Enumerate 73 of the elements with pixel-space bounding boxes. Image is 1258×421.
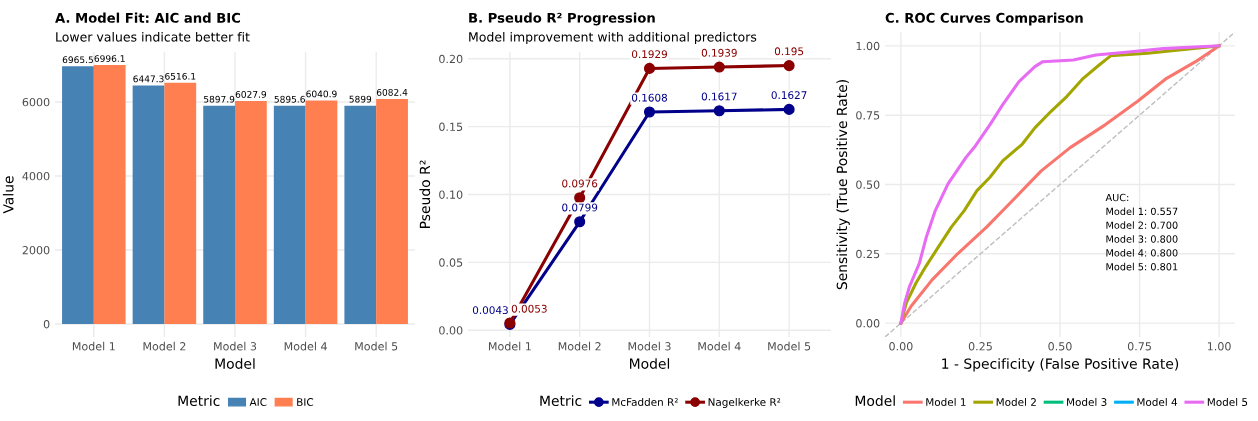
legend-label: BIC	[297, 398, 314, 406]
legend-label: McFadden R²	[612, 397, 678, 406]
y-tick-label: 0.25	[856, 249, 880, 259]
chart-title: A. Model Fit: AIC and BIC	[55, 12, 241, 23]
y-tick-label: 0.00	[856, 319, 880, 328]
y-tick-label: 4000	[22, 171, 50, 181]
x-tick-label: Model 4	[284, 341, 327, 351]
data-label: 5895.6	[274, 95, 305, 103]
data-label: 0.0043	[472, 306, 508, 315]
legend-title: Metric	[540, 395, 582, 407]
data-label: 0.195	[774, 47, 804, 56]
x-tick-label: Model 1	[488, 341, 531, 351]
y-axis-title: Sensitivity (True Positive Rate)	[836, 80, 850, 290]
chart-title: B. Pseudo R² Progression	[469, 12, 655, 26]
y-tick-label: 0.15	[439, 122, 463, 132]
data-label: 0.1627	[771, 91, 807, 100]
chart-subtitle: Model improvement with additional predictors	[469, 31, 757, 45]
x-axis-title: 1 - Specificity (False Positive Rate)	[942, 358, 1179, 372]
x-axis-title: Model	[630, 358, 670, 369]
data-label: 6040.9	[306, 90, 337, 98]
y-tick-label: 0.20	[439, 54, 463, 64]
x-tick-label: 0.50	[1048, 342, 1072, 351]
y-tick-label: 0	[43, 320, 50, 329]
x-tick-label: 0.75	[1127, 342, 1151, 351]
legend-label: Nagelkerke R²	[708, 397, 781, 408]
x-tick-label: Model 1	[72, 341, 115, 351]
legend-label: Model 4	[1137, 397, 1178, 406]
chart-title: C. ROC Curves Comparison	[885, 12, 1083, 26]
legend-label: Model 5	[1207, 397, 1248, 406]
data-label: 6516.1	[165, 72, 196, 80]
x-tick-label: 0.25	[968, 342, 992, 351]
y-axis-title: Pseudo R²	[419, 160, 431, 228]
data-label: 6965.5	[62, 56, 93, 64]
y-tick-label: 0.00	[439, 326, 463, 335]
data-label: 6082.4	[376, 88, 408, 96]
chart-subtitle: Lower values indicate better fit	[56, 31, 250, 42]
x-tick-label: Model 2	[143, 341, 186, 351]
x-tick-label: Model 5	[768, 341, 811, 351]
data-label: 0.1929	[631, 50, 667, 59]
data-label: 0.1939	[701, 48, 737, 57]
x-tick-label: Model 3	[628, 341, 671, 351]
legend-label: Model 3	[1067, 397, 1107, 406]
data-label: 0.1617	[701, 92, 737, 101]
data-label: 0.0799	[562, 203, 598, 212]
y-axis-title: Value	[2, 176, 14, 214]
legend-label: AIC	[249, 398, 267, 406]
legend-label: Model 1	[926, 397, 966, 406]
y-tick-label: 6000	[22, 97, 50, 107]
x-tick-label: 1.00	[1207, 342, 1231, 351]
data-label: 6996.1	[94, 55, 125, 62]
y-tick-label: 0.05	[439, 258, 463, 267]
data-label: 6027.9	[235, 90, 267, 98]
data-label: 0.1608	[631, 93, 668, 102]
x-tick-label: Model 4	[698, 341, 741, 351]
x-tick-label: Model 5	[355, 341, 398, 351]
x-axis-title: Model	[215, 358, 255, 369]
y-tick-label: 0.10	[439, 190, 463, 199]
data-label: 5897.9	[204, 95, 235, 103]
y-tick-label: 0.50	[856, 180, 880, 189]
data-label: 6447.3	[133, 75, 164, 83]
legend-title: Model	[855, 395, 895, 407]
x-tick-label: Model 3	[214, 341, 257, 351]
data-label: 0.0053	[511, 304, 547, 313]
data-label: 5899	[349, 95, 372, 103]
data-label: 0.0976	[562, 179, 598, 188]
annotation: AUC: Model 1: 0.557 Model 2: 0.700 Model 3: 0.800 Model 4: 0.800 Model 5: 0.801	[1105, 193, 1178, 271]
y-tick-label: 2000	[22, 245, 50, 255]
x-tick-label: Model 2	[558, 341, 601, 351]
legend-label: Model 2	[996, 397, 1036, 406]
y-tick-label: 0.75	[856, 111, 880, 120]
y-tick-label: 1.00	[856, 41, 880, 51]
x-tick-label: 0.00	[889, 342, 913, 351]
legend-title: Metric	[178, 395, 220, 407]
